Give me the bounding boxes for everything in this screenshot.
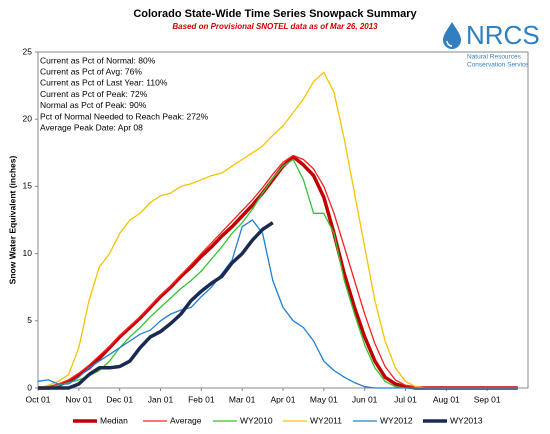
annotation: Current as Pct of Last Year: 110%	[40, 78, 168, 88]
x-tick-label: Feb 01	[188, 394, 215, 404]
y-tick-label: 20	[23, 113, 33, 123]
annotation: Current as Pct of Avg: 76%	[40, 66, 142, 76]
y-tick-label: 15	[23, 181, 33, 191]
x-tick-label: May 01	[310, 394, 338, 404]
legend-label: WY2012	[380, 415, 413, 425]
y-tick-label: 25	[23, 46, 33, 56]
legend-label: WY2011	[310, 415, 342, 425]
legend-label: WY2013	[450, 415, 483, 425]
x-tick-label: Dec 01	[106, 394, 133, 404]
chart-subtitle: Based on Provisional SNOTEL data as of M…	[172, 22, 378, 31]
x-tick-label: Jan 01	[148, 394, 174, 404]
legend-label: Average	[170, 415, 202, 425]
logo-text: NRCS	[466, 20, 540, 50]
y-axis-title: Snow Water Equivalent (inches)	[7, 156, 17, 285]
logo-subtitle: Conservation Service	[467, 62, 529, 69]
annotation: Normal as Pct of Peak: 90%	[40, 100, 147, 110]
x-tick-label: Mar 01	[229, 394, 256, 404]
logo-highlight	[446, 40, 453, 47]
chart-title: Colorado State-Wide Time Series Snowpack…	[133, 8, 417, 20]
x-tick-label: Oct 01	[25, 394, 50, 404]
annotation: Current as Pct of Peak: 72%	[40, 89, 148, 99]
annotation: Pct of Normal Needed to Reach Peak: 272%	[40, 111, 209, 121]
series-line	[38, 221, 274, 390]
series-line	[37, 219, 518, 389]
x-tick-label: Jul 01	[394, 394, 417, 404]
x-tick-label: Aug 01	[433, 394, 460, 404]
logo: NRCS Natural Resources Conservation Serv…	[443, 20, 540, 69]
legend-label: Median	[100, 415, 128, 425]
y-tick-label: 10	[23, 248, 33, 258]
y-tick-label: 0	[27, 382, 32, 392]
x-tick-label: Jun 01	[352, 394, 378, 404]
annotation: Current as Pct of Normal: 80%	[40, 55, 156, 65]
x-tick-label: Sep 01	[474, 394, 501, 404]
legend-label: WY2010	[240, 415, 273, 425]
annotation: Average Peak Date: Apr 08	[40, 122, 143, 132]
y-tick-label: 5	[27, 315, 32, 325]
x-tick-label: Nov 01	[65, 394, 92, 404]
logo-subtitle: Natural Resources	[467, 54, 522, 61]
x-tick-label: Apr 01	[270, 394, 295, 404]
